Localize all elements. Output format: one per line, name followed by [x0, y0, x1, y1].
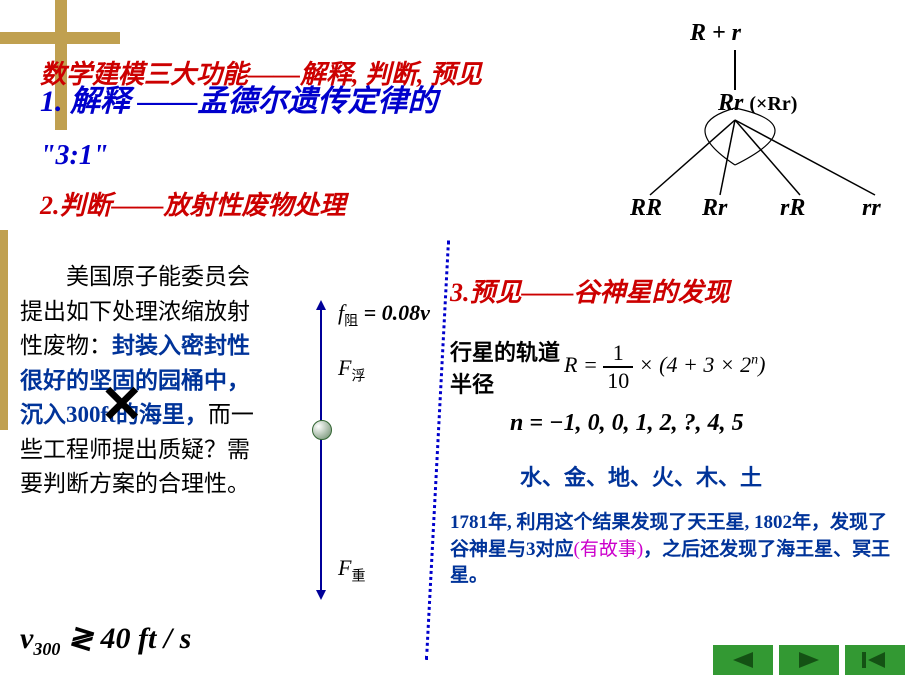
section2-heading: 2.判断——放射性废物处理 — [40, 185, 346, 222]
force-diagram: f阻 = 0.08v F浮 F重 ✕ — [280, 300, 440, 620]
deco-mid-left — [0, 230, 8, 430]
leaf-3: rr — [862, 195, 881, 222]
triangle-left-icon — [728, 650, 758, 670]
velocity-formula: v300 ≷ 40 ft / s — [20, 621, 191, 660]
section3-heading: 3.预见——谷神星的发现 — [450, 272, 730, 309]
barrel-icon — [312, 420, 332, 440]
tree-mid-rr: Rr — [718, 90, 743, 116]
planets-list: 水、金、地、火、木、土 — [520, 460, 920, 492]
orbit-formula: R = 110 × (4 + 3 × 2n) — [564, 352, 766, 377]
f-drag: f阻 = 0.08v — [338, 300, 430, 330]
orbit-label: 行星的轨道半径 — [450, 335, 560, 399]
genetics-tree: R + r Rr (×Rr) RR Rr rR rr — [640, 20, 910, 220]
section1-ratio: "3:1" — [40, 140, 108, 172]
leaf-2: rR — [780, 195, 805, 222]
tree-mid-cross: (×Rr) — [749, 93, 797, 115]
history-text: 1781年, 利用这个结果发现了天王星, 1802年，发现了谷神星与3对应(有故… — [450, 510, 900, 590]
leaf-0: RR — [630, 195, 662, 222]
tree-mid: Rr (×Rr) — [718, 90, 797, 117]
nav-last-button[interactable] — [845, 645, 905, 675]
skip-last-icon — [858, 650, 892, 670]
leaf-1: Rr — [702, 195, 727, 222]
nav-prev-button[interactable] — [713, 645, 773, 675]
hist-paren: (有故事) — [574, 539, 644, 560]
cross-mark: ✕ — [100, 375, 144, 435]
orbit-row: 行星的轨道半径 R = 110 × (4 + 3 × 2n) — [450, 335, 910, 399]
nav-next-button[interactable] — [779, 645, 839, 675]
section1-heading: 1. 解释 ——孟德尔遗传定律的 — [40, 76, 438, 120]
f-weight: F重 — [338, 555, 365, 585]
n-values: n = −1, 0, 0, 1, 2, ?, 4, 5 — [510, 410, 920, 437]
f-buoy: F浮 — [338, 355, 365, 385]
nav-buttons — [713, 645, 905, 675]
slide-container: 数学建模三大功能——解释, 判断, 预见 1. 解释 ——孟德尔遗传定律的 "3… — [0, 0, 920, 690]
triangle-right-icon — [794, 650, 824, 670]
